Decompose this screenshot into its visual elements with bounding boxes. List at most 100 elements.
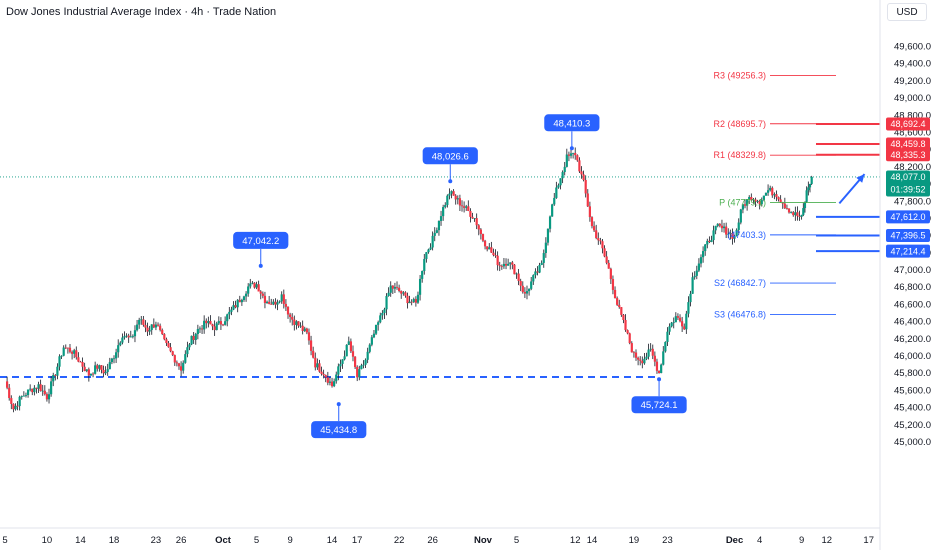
candle-body <box>735 229 738 236</box>
candle-body <box>454 195 457 200</box>
current-price-tag <box>886 170 930 197</box>
candle-body <box>504 263 508 266</box>
y-tick-label: 49,600.0 <box>894 42 931 53</box>
candle-body <box>798 216 801 217</box>
candle-body <box>743 204 747 206</box>
candle-body <box>196 329 199 335</box>
candle-body <box>398 287 401 292</box>
candle-body <box>75 350 78 358</box>
callout-dot <box>336 402 341 407</box>
candle-body <box>66 347 69 349</box>
candle-body <box>456 198 459 200</box>
candle-body <box>567 154 571 156</box>
candle-body <box>808 183 812 188</box>
candle-body <box>471 216 474 219</box>
candles-layer <box>5 147 813 413</box>
y-tick-label: 48,200.0 <box>894 162 931 173</box>
pivot-label: (47403.3) <box>727 230 766 240</box>
candle-body <box>320 371 323 374</box>
candle-body <box>597 238 600 241</box>
candle-body <box>622 314 625 320</box>
candle-body <box>146 327 149 332</box>
candle-body <box>115 352 118 359</box>
candle-body <box>68 347 72 352</box>
candle-body <box>421 271 424 279</box>
candle-body <box>402 292 405 294</box>
candle-body <box>372 333 376 338</box>
y-tick-label: 46,600.0 <box>894 299 931 310</box>
candle-body <box>64 347 67 349</box>
candle-body <box>85 369 88 372</box>
candle-body <box>685 313 688 330</box>
candle-body <box>513 264 516 275</box>
x-tick-label: 23 <box>662 535 673 546</box>
candle-body <box>634 352 638 358</box>
candle-body <box>230 309 233 312</box>
candle-body <box>138 319 141 325</box>
candle-body <box>448 193 451 196</box>
candle-body <box>121 337 124 343</box>
y-tick-label: 49,000.0 <box>894 93 931 104</box>
candle-body <box>79 361 82 363</box>
candle-body <box>521 285 524 293</box>
candle-body <box>47 394 51 400</box>
candle-body <box>207 321 210 324</box>
candle-body <box>286 306 290 315</box>
candle-body <box>429 247 432 250</box>
candle-body <box>98 365 101 369</box>
currency-button[interactable]: USD <box>887 3 927 21</box>
candle-body <box>24 395 28 396</box>
candle-body <box>217 321 220 324</box>
candle-body <box>773 194 776 196</box>
candle-body <box>152 324 155 328</box>
candle-body <box>439 216 443 221</box>
candle-body <box>224 321 227 325</box>
candle-body <box>641 360 644 364</box>
candle-body <box>758 201 761 205</box>
candle-body <box>427 249 430 253</box>
candle-body <box>238 299 241 303</box>
candle-body <box>163 334 166 340</box>
candle-body <box>588 206 591 218</box>
y-tick-label: 47,800.0 <box>894 196 931 207</box>
candle-body <box>209 321 212 325</box>
candle-body <box>140 319 143 321</box>
candle-body <box>349 341 353 352</box>
candle-body <box>670 322 673 327</box>
candle-body <box>544 242 547 254</box>
candle-body <box>353 356 357 368</box>
y-tick-label: 48,800.0 <box>894 110 931 121</box>
candle-body <box>133 330 137 337</box>
callout-label: 45,724.1 <box>641 400 678 411</box>
candle-body <box>479 229 482 235</box>
candle-body <box>490 247 493 253</box>
candle-body <box>477 225 480 230</box>
candle-body <box>727 233 730 235</box>
candle-body <box>716 223 719 226</box>
candle-body <box>129 336 132 338</box>
candle-body <box>45 394 49 400</box>
candle-body <box>442 207 445 217</box>
x-tick-label: Dec <box>726 535 743 546</box>
chart-title: Dow Jones Industrial Average Index · 4h … <box>6 6 277 18</box>
candle-body <box>569 153 573 156</box>
y-tick-label: 45,000.0 <box>894 437 931 448</box>
callout-box <box>544 114 600 132</box>
candle-body <box>83 366 86 372</box>
callout-box <box>631 396 687 414</box>
candle-body <box>186 347 189 355</box>
horizontal-levels-layer <box>0 123 880 253</box>
candle-body <box>712 230 715 241</box>
candle-body <box>312 350 315 358</box>
candle-body <box>280 294 283 302</box>
candle-body <box>377 322 380 325</box>
y-tick-label: 45,800.0 <box>894 368 931 379</box>
candle-body <box>56 366 59 376</box>
candle-body <box>259 291 262 294</box>
candle-body <box>337 366 340 375</box>
candle-body <box>188 344 191 348</box>
candle-body <box>316 363 319 368</box>
candle-body <box>148 330 151 332</box>
candle-body <box>293 319 296 325</box>
